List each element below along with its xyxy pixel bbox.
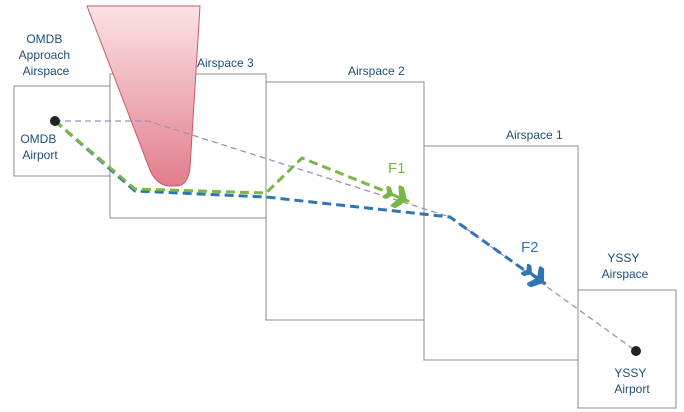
omdb-airport-label: OMDB Airport — [20, 132, 59, 162]
f2-route-line — [54, 119, 528, 274]
yssy-airport-label: YSSY Airport — [614, 366, 650, 396]
airspace-1-label: Airspace 1 — [506, 128, 563, 142]
f2-label: F2 — [521, 239, 539, 256]
airspace-3-label: Airspace 3 — [197, 56, 254, 70]
airspace-2-label: Airspace 2 — [348, 64, 405, 78]
yssy-airspace-label: YSSY Airspace — [602, 251, 649, 281]
f2-aircraft-icon — [521, 263, 547, 288]
reference-route-line — [55, 120, 637, 352]
yssy-airport-marker — [631, 346, 641, 356]
omdb-approach-airspace-label: OMDB Approach Airspace — [19, 32, 74, 78]
omdb-approach-airspace-box — [13, 85, 111, 177]
f1-route-line — [54, 119, 393, 196]
restricted-zone-cone — [86, 5, 201, 187]
yssy-airspace-box — [577, 289, 677, 409]
f1-aircraft-icon — [382, 185, 410, 209]
f1-label: F1 — [388, 160, 406, 177]
airspace-1-box — [423, 145, 579, 361]
omdb-airport-marker — [50, 116, 60, 126]
